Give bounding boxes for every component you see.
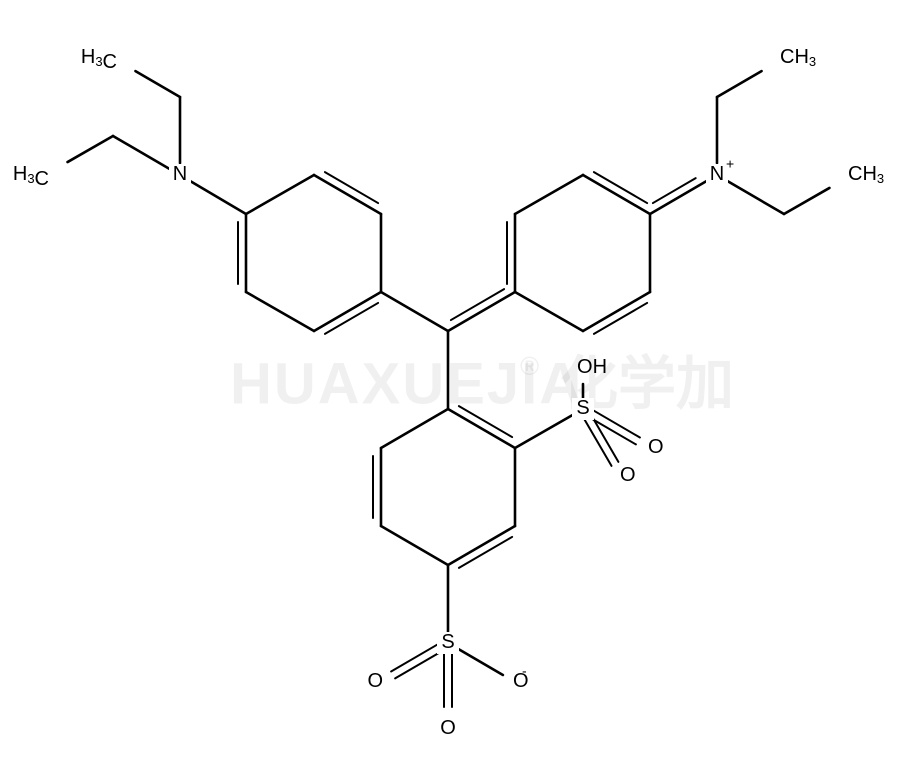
watermark: HUAXUEJIA®化学加 [230,351,734,416]
atom-label: S [576,397,589,419]
atom-label: OH [577,356,607,378]
molecule-canvas: HUAXUEJIA®化学加NH3CH3CN+CH3CH3SOHOOSOOO- [0,0,912,760]
atom-label: S [441,631,454,653]
atom-label: O [440,717,456,739]
charge-plus: + [726,156,734,172]
atom-label: N [710,163,724,185]
atom-label: N [173,163,187,185]
atom-label: O [620,464,636,486]
charge-minus: - [522,663,527,679]
svg-text:®: ® [520,351,539,381]
atom-label: O [367,670,383,692]
atom-label: O [648,436,664,458]
